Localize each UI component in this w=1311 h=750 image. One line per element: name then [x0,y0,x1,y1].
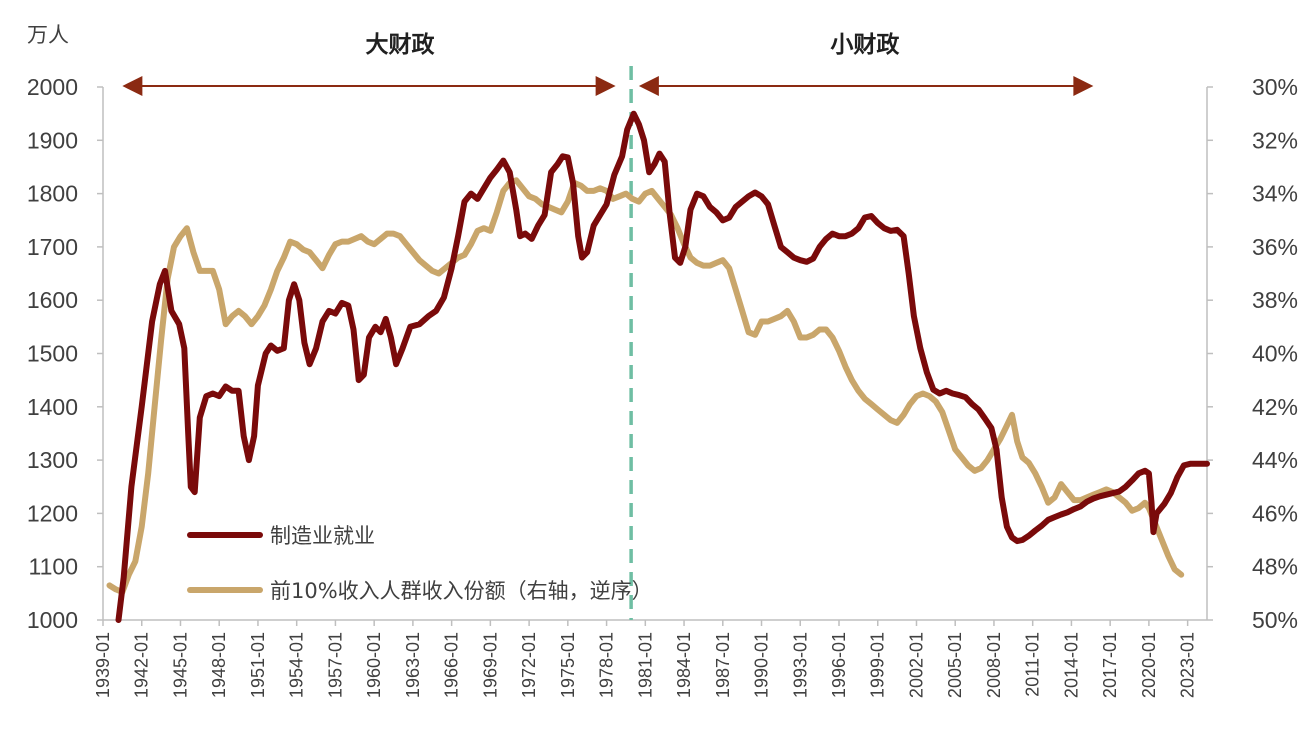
y2-tick-label: 40% [1252,341,1298,367]
period-label: 大财政 [365,32,435,58]
x-tick-label: 1963-01 [403,632,423,698]
y2-tick-label: 36% [1252,234,1298,260]
series-line-manufacturing-employment [115,110,1210,623]
y2-tick-label: 38% [1252,287,1298,313]
x-tick-label: 1972-01 [519,632,539,698]
x-tick-label: 1969-01 [480,632,500,698]
x-tick-label: 1996-01 [829,632,849,698]
x-tick-label: 1987-01 [713,632,733,698]
period-arrow-head-right [595,76,616,96]
period-label: 小财政 [830,32,900,58]
x-tick-label: 1981-01 [635,632,655,698]
y2-tick-label: 32% [1252,127,1298,153]
x-tick-label: 2023-01 [1178,632,1198,698]
x-tick-label: 2017-01 [1100,632,1120,698]
x-tick-label: 1954-01 [287,632,307,698]
y2-tick-label: 34% [1252,181,1298,207]
y-tick-label: 2000 [27,74,78,100]
x-tick-label: 1945-01 [170,632,190,698]
x-tick-label: 2014-01 [1061,632,1081,698]
y-tick-label: 1800 [27,181,78,207]
legend-label: 前10%收入人群收入份额（右轴，逆序） [270,579,653,603]
x-tick-label: 2002-01 [906,632,926,698]
x-tick-label: 2011-01 [1023,632,1043,697]
series-lines [106,110,1210,623]
x-tick-label: 1957-01 [325,632,345,698]
x-tick-label: 2020-01 [1139,632,1159,698]
y-tick-label: 1500 [27,341,78,367]
x-tick-label: 1975-01 [558,632,578,698]
y2-tick-label: 44% [1252,447,1298,473]
legend-label: 制造业就业 [270,524,375,548]
x-tick-label: 1978-01 [597,632,617,698]
x-tick-label: 1990-01 [752,632,772,698]
x-tick-label: 2008-01 [984,632,1004,698]
x-tick-label: 1960-01 [364,632,384,698]
period-arrow-head-left [122,76,143,96]
x-tick-label: 1966-01 [442,632,462,698]
y2-tick-label: 46% [1252,500,1298,526]
y-tick-label: 1900 [27,127,78,153]
x-tick-label: 1942-01 [132,632,152,698]
x-tick-label: 2005-01 [945,632,965,698]
y-tick-label: 1000 [27,607,78,633]
x-tick-label: 1999-01 [868,632,888,698]
x-tick-label: 1939-01 [93,632,113,698]
y-tick-label: 1700 [27,234,78,260]
y2-tick-label: 48% [1252,554,1298,580]
period-arrow-head-left [638,76,659,96]
y2-tick-label: 42% [1252,394,1298,420]
y-tick-label: 1400 [27,394,78,420]
x-tick-label: 1951-01 [248,632,268,698]
y-unit-label: 万人 [27,23,69,47]
x-tick-label: 1948-01 [209,632,229,698]
y2-tick-label: 30% [1252,74,1298,100]
x-tick-label: 1984-01 [674,632,694,698]
x-tick-label: 1993-01 [790,632,810,698]
y-tick-label: 1600 [27,287,78,313]
period-annotations: 大财政 小财政 [122,32,1094,620]
y-tick-label: 1300 [27,447,78,473]
period-arrow-head-right [1073,76,1094,96]
axes: 1000 1100 1200 1300 1400 1500 1600 1700 1800 1900… [27,23,1298,698]
y2-tick-label: 50% [1252,607,1298,633]
y-tick-label: 1200 [27,500,78,526]
y-tick-label: 1100 [29,554,78,580]
series-line-income-share [106,177,1185,595]
